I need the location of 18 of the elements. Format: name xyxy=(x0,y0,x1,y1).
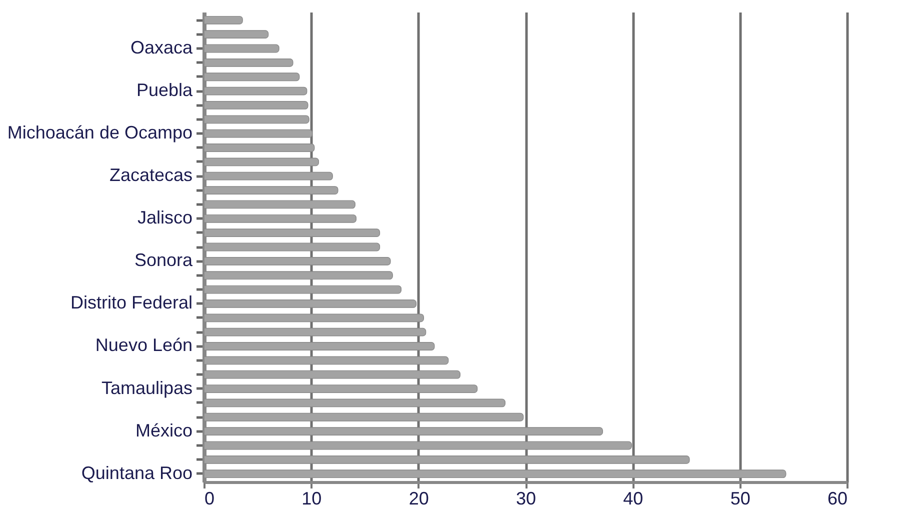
y-tick-label: Quintana Roo xyxy=(81,462,192,483)
y-tick-label: Puebla xyxy=(136,80,194,100)
x-tick-label: 0 xyxy=(204,488,215,508)
y-tick-label: Nuevo León xyxy=(95,335,192,356)
x-tick-label: 30 xyxy=(516,488,536,508)
x-tick-label: 50 xyxy=(730,488,750,508)
y-tick-label: Jalisco xyxy=(137,208,192,228)
x-tick-label: 10 xyxy=(302,488,322,508)
y-tick-label: México xyxy=(135,420,192,440)
y-tick-label: Oaxaca xyxy=(130,38,194,58)
x-tick-label: 40 xyxy=(623,488,644,508)
y-tick-label: Tamaulipas xyxy=(101,378,192,398)
x-tick-label: 20 xyxy=(408,488,429,508)
y-tick-label: Zacatecas xyxy=(109,165,192,186)
y-tick-label: Distrito Federal xyxy=(70,292,192,313)
y-tick-label: Sonora xyxy=(134,250,194,270)
y-tick-label: Michoacán de Ocampo xyxy=(7,122,192,143)
x-tick-label: 60 xyxy=(827,488,848,508)
